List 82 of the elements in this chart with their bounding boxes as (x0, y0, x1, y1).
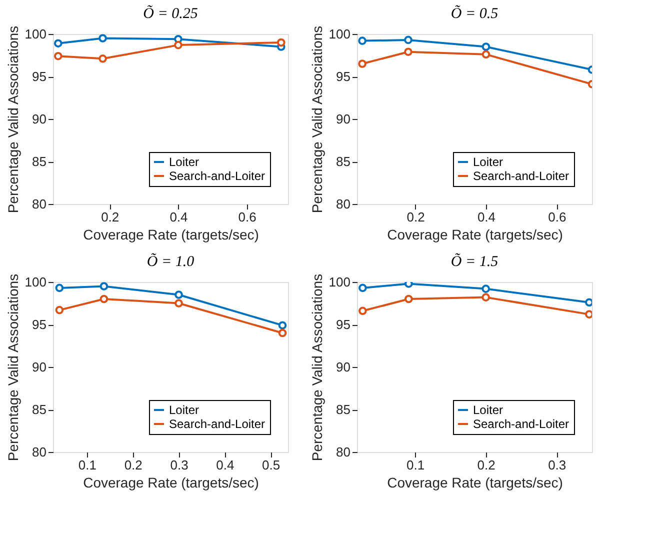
chart-title: Õ = 1.0 (146, 252, 195, 270)
y-tick-label: 90 (32, 360, 46, 374)
point (482, 50, 490, 59)
point (404, 294, 413, 304)
x-tick-label: 0.1 (78, 458, 97, 472)
point (100, 294, 108, 304)
y-axis-title: Percentage Valid Associations (308, 274, 325, 462)
point (358, 306, 367, 316)
y-tick-label: 80 (336, 196, 350, 212)
point (482, 293, 490, 302)
legend-label: Search-and-Loiter (473, 169, 570, 183)
legend-label: Loiter (169, 155, 200, 169)
point (585, 310, 592, 318)
x-tick-label: 0.1 (406, 458, 425, 472)
legend-label: Loiter (169, 403, 200, 417)
y-tick-label: 100 (24, 26, 46, 42)
legend-label: Search-and-Loiter (473, 417, 570, 431)
legend-label: Loiter (473, 403, 504, 417)
y-axis-title: Percentage Valid Associations (308, 26, 325, 214)
y-tick-label: 100 (328, 26, 350, 42)
y-tick-label: 85 (32, 154, 46, 169)
point (404, 36, 412, 44)
x-tick-label: 0.2 (101, 210, 120, 224)
point (55, 284, 64, 292)
y-tick-label: 85 (336, 154, 350, 169)
point (358, 36, 366, 45)
point (358, 284, 367, 292)
y-axis-title: Percentage Valid Associations (4, 26, 21, 214)
y-tick-label: 80 (336, 444, 350, 460)
point (482, 42, 490, 51)
point (276, 38, 286, 47)
x-tick-label: 0.4 (216, 458, 234, 472)
y-tick-label: 90 (336, 112, 350, 126)
point (174, 40, 182, 50)
y-tick-label: 85 (32, 402, 46, 417)
y-tick-label: 100 (328, 274, 350, 290)
y-tick-label: 100 (24, 274, 46, 290)
x-axis-title: Coverage Rate (targets/sec) (83, 226, 259, 242)
point (174, 299, 183, 308)
x-tick-label: 0.3 (548, 458, 566, 472)
point (278, 321, 287, 330)
legend-label: Search-and-Loiter (169, 169, 266, 183)
x-tick-label: 0.2 (406, 210, 425, 224)
x-axis-title: Coverage Rate (targets/sec) (387, 226, 563, 242)
point (404, 48, 412, 56)
point (404, 282, 413, 288)
x-tick-label: 0.6 (238, 210, 256, 224)
point (98, 34, 107, 42)
y-tick-label: 90 (336, 360, 350, 374)
point (98, 54, 107, 63)
x-tick-label: 0.6 (548, 210, 566, 224)
y-tick-label: 80 (32, 444, 46, 460)
y-axis-title: Percentage Valid Associations (4, 274, 21, 462)
legend-label: Loiter (473, 155, 504, 169)
x-tick-label: 0.5 (262, 458, 280, 472)
point (100, 282, 108, 290)
point (278, 328, 287, 338)
chart-title: Õ = 1.5 (450, 252, 499, 270)
x-tick-label: 0.2 (124, 458, 142, 472)
point (54, 52, 62, 60)
y-tick-label: 95 (32, 69, 46, 84)
x-tick-label: 0.3 (170, 458, 188, 472)
x-axis-title: Coverage Rate (targets/sec) (387, 474, 563, 490)
x-tick-label: 0.4 (170, 210, 188, 224)
y-tick-label: 90 (32, 112, 46, 126)
x-tick-label: 0.2 (477, 458, 496, 472)
legend-label: Search-and-Loiter (169, 417, 266, 431)
point (54, 39, 62, 48)
point (358, 60, 366, 68)
x-tick-label: 0.4 (477, 210, 496, 224)
point (585, 298, 592, 307)
point (55, 306, 64, 314)
point (174, 290, 183, 299)
chart-title: Õ = 0.5 (450, 4, 499, 22)
point (482, 284, 490, 293)
y-tick-label: 95 (32, 317, 46, 332)
y-tick-label: 85 (336, 402, 350, 417)
x-axis-title: Coverage Rate (targets/sec) (83, 474, 259, 490)
chart-title: Õ = 0.25 (143, 4, 198, 22)
y-tick-label: 95 (336, 317, 350, 332)
y-tick-label: 80 (32, 196, 46, 212)
y-tick-label: 95 (336, 69, 350, 84)
